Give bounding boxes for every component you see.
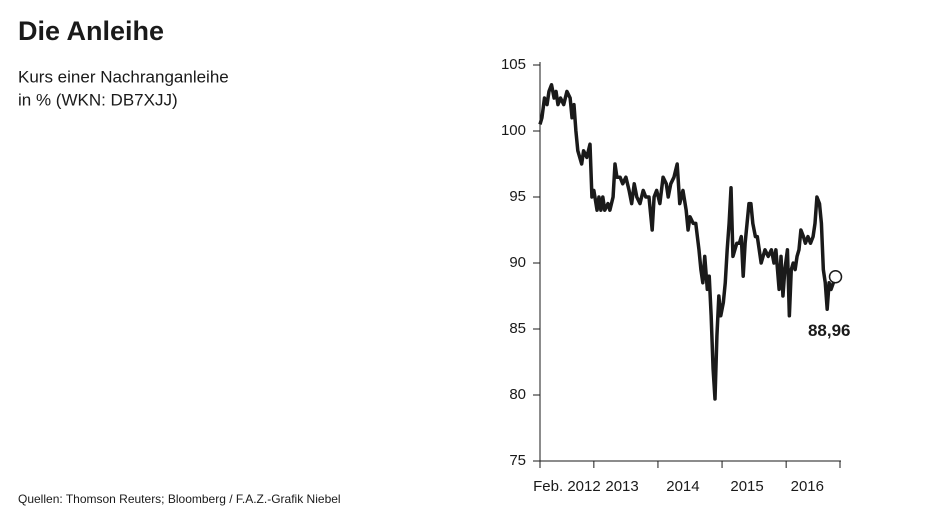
x-tick-label: 2016: [791, 478, 824, 495]
price-line: [538, 83, 838, 401]
y-tick-label: 90: [509, 254, 526, 271]
chart-subtitle: Kurs einer Nachranganleihe: [18, 67, 229, 86]
x-tick-label: 2014: [666, 478, 699, 495]
source-note: Quellen: Thomson Reuters; Bloomberg / F.…: [18, 492, 341, 506]
x-tick-label: 2013: [605, 478, 638, 495]
end-marker: [828, 269, 843, 284]
x-tick-label: Feb. 2012: [533, 478, 601, 495]
y-tick-label: 75: [509, 452, 526, 469]
y-tick-label: 100: [501, 122, 526, 139]
y-tick-label: 85: [509, 320, 526, 337]
y-tick-label: 95: [509, 188, 526, 205]
y-tick-label: 80: [509, 386, 526, 403]
x-tick-label: 2015: [730, 478, 763, 495]
chart-title: Die Anleihe: [18, 16, 164, 46]
y-tick-label: 105: [501, 56, 526, 73]
chart-subtitle: in % (WKN: DB7XJJ): [18, 90, 178, 109]
value-label: 88,96: [808, 321, 851, 340]
